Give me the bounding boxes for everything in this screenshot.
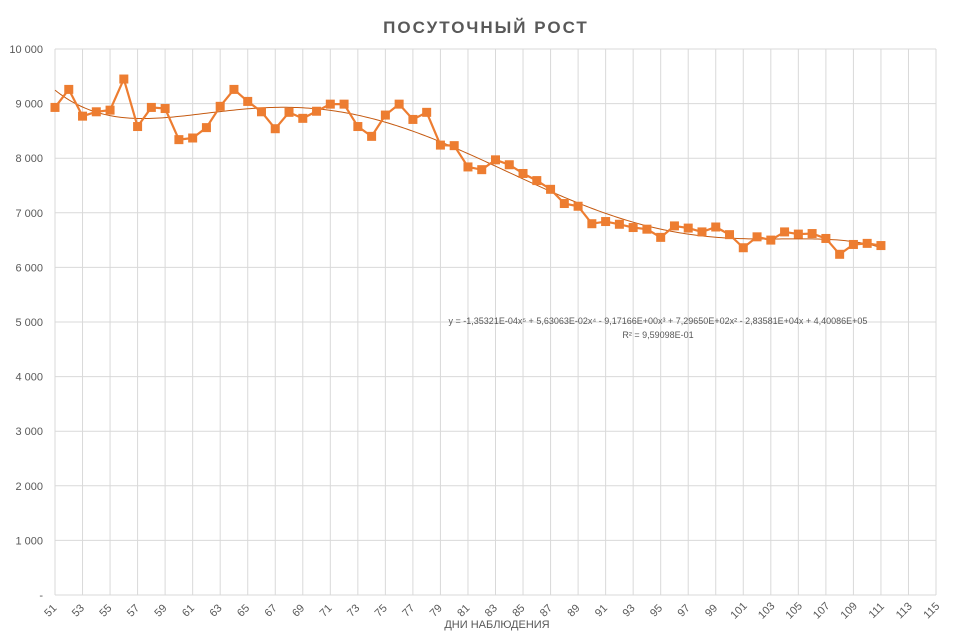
- data-point: [146, 102, 156, 112]
- data-point: [725, 230, 735, 240]
- data-point: [862, 238, 872, 248]
- data-point: [229, 84, 239, 94]
- y-axis: - 1 000 2 000 3 000 4 000 5 000 6 000 7 000 8 00…: [9, 44, 43, 602]
- data-point: [256, 107, 266, 117]
- y-tick-label: 6 000: [15, 262, 43, 274]
- data-point: [821, 233, 831, 243]
- data-point: [628, 223, 638, 233]
- data-point: [394, 99, 404, 109]
- data-point: [518, 168, 528, 178]
- data-point: [835, 249, 845, 259]
- data-point: [174, 135, 184, 145]
- data-point: [780, 227, 790, 237]
- data-point: [353, 122, 363, 132]
- data-point: [215, 101, 225, 111]
- data-point: [367, 131, 377, 141]
- data-point: [105, 105, 115, 115]
- data-point: [477, 165, 487, 175]
- data-point: [491, 155, 500, 165]
- data-point: [463, 162, 473, 172]
- series-markers: [50, 74, 886, 259]
- data-point: [656, 232, 666, 242]
- data-point: [380, 110, 390, 120]
- data-point: [642, 224, 652, 234]
- data-point: [188, 133, 198, 143]
- y-tick-label: 5 000: [15, 317, 43, 329]
- data-point: [559, 199, 569, 209]
- data-point: [119, 74, 129, 84]
- data-point: [160, 104, 170, 114]
- data-point: [614, 219, 624, 229]
- y-tick-label: -: [39, 590, 43, 602]
- data-point: [243, 96, 253, 106]
- data-point: [711, 222, 721, 232]
- y-tick-label: 8 000: [15, 153, 43, 165]
- chart-title: ПОСУТОЧНЫЙ РОСТ: [383, 18, 589, 37]
- data-point: [298, 113, 308, 123]
- y-tick-label: 7 000: [15, 208, 43, 220]
- trendline-r-squared: R² = 9,59098E-01: [622, 330, 693, 340]
- data-point: [284, 107, 294, 117]
- data-point: [449, 141, 459, 151]
- data-point: [601, 217, 611, 227]
- data-point: [587, 219, 597, 229]
- data-point: [848, 239, 858, 249]
- data-point: [312, 106, 322, 116]
- y-tick-label: 4 000: [15, 372, 43, 384]
- data-point: [50, 102, 60, 112]
- data-point: [546, 184, 556, 194]
- data-point: [752, 232, 762, 242]
- data-point: [532, 176, 542, 186]
- trendline: [54, 89, 882, 249]
- data-point: [270, 124, 280, 134]
- data-point: [669, 221, 679, 231]
- y-tick-label: 9 000: [15, 99, 43, 111]
- data-point: [408, 114, 418, 124]
- trendline-equation: y = -1,35321E-04x⁵ + 5,63063E-02x⁴ - 9,1…: [449, 316, 868, 326]
- data-point: [325, 99, 335, 109]
- data-point: [766, 235, 776, 245]
- data-point: [573, 201, 583, 211]
- data-point: [91, 107, 101, 117]
- data-point: [78, 111, 88, 121]
- data-point: [793, 229, 803, 239]
- data-point: [807, 229, 817, 239]
- data-point: [133, 122, 143, 132]
- data-point: [422, 107, 432, 117]
- data-point: [64, 84, 74, 94]
- trendline-curve: [54, 89, 882, 249]
- data-point: [504, 160, 514, 170]
- y-tick-label: 3 000: [15, 426, 43, 438]
- data-point: [683, 223, 693, 233]
- data-point: [876, 241, 886, 251]
- y-tick-label: 2 000: [15, 481, 43, 493]
- data-point: [435, 140, 445, 150]
- data-point: [201, 123, 211, 133]
- data-point: [697, 227, 707, 237]
- grid: [54, 48, 937, 596]
- y-tick-label: 10 000: [9, 44, 43, 56]
- y-tick-label: 1 000: [15, 535, 43, 547]
- x-axis-label: ДНИ НАБЛЮДЕНИЯ: [444, 619, 549, 631]
- data-point: [339, 99, 349, 109]
- data-point: [738, 243, 748, 253]
